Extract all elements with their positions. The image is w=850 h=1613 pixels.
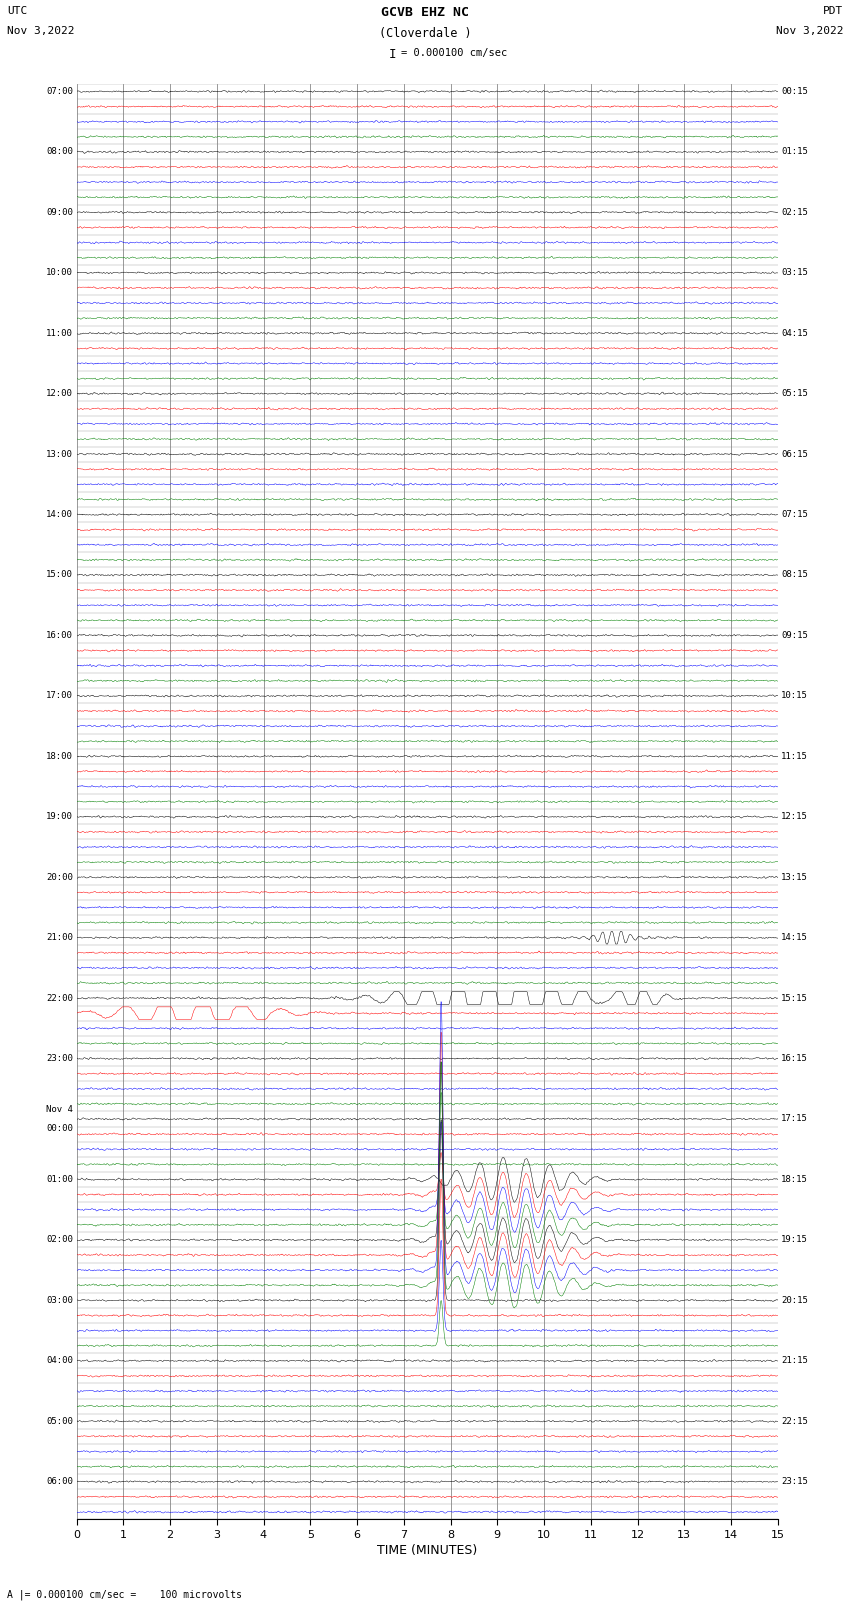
Text: 11:15: 11:15 [781,752,808,761]
Text: 06:00: 06:00 [46,1478,73,1486]
Text: 21:00: 21:00 [46,934,73,942]
Text: 02:00: 02:00 [46,1236,73,1244]
Text: 22:00: 22:00 [46,994,73,1003]
Text: 03:15: 03:15 [781,268,808,277]
Text: 15:15: 15:15 [781,994,808,1003]
Text: 16:15: 16:15 [781,1053,808,1063]
Text: 10:15: 10:15 [781,692,808,700]
Text: 04:00: 04:00 [46,1357,73,1365]
Text: 08:15: 08:15 [781,571,808,579]
Text: 06:15: 06:15 [781,450,808,458]
Text: 17:15: 17:15 [781,1115,808,1124]
Text: 21:15: 21:15 [781,1357,808,1365]
Text: UTC: UTC [7,6,27,16]
Text: 01:15: 01:15 [781,147,808,156]
Text: 09:00: 09:00 [46,208,73,216]
Text: 20:00: 20:00 [46,873,73,882]
Text: 02:15: 02:15 [781,208,808,216]
Text: 05:00: 05:00 [46,1416,73,1426]
Text: 00:15: 00:15 [781,87,808,95]
Text: 07:00: 07:00 [46,87,73,95]
Text: Nov 4: Nov 4 [46,1105,73,1115]
Text: 08:00: 08:00 [46,147,73,156]
Text: 18:15: 18:15 [781,1174,808,1184]
Text: = 0.000100 cm/sec: = 0.000100 cm/sec [401,48,507,58]
Text: 16:00: 16:00 [46,631,73,640]
Text: Nov 3,2022: Nov 3,2022 [776,26,843,35]
Text: 10:00: 10:00 [46,268,73,277]
Text: 12:15: 12:15 [781,813,808,821]
Text: 22:15: 22:15 [781,1416,808,1426]
Text: 07:15: 07:15 [781,510,808,519]
Text: 23:15: 23:15 [781,1478,808,1486]
Text: 19:00: 19:00 [46,813,73,821]
Text: Nov 3,2022: Nov 3,2022 [7,26,74,35]
Text: 04:15: 04:15 [781,329,808,337]
Text: 14:00: 14:00 [46,510,73,519]
Text: 12:00: 12:00 [46,389,73,398]
Text: 05:15: 05:15 [781,389,808,398]
Text: PDT: PDT [823,6,843,16]
Text: 18:00: 18:00 [46,752,73,761]
Text: 17:00: 17:00 [46,692,73,700]
Text: 23:00: 23:00 [46,1053,73,1063]
Text: 15:00: 15:00 [46,571,73,579]
Text: 14:15: 14:15 [781,934,808,942]
Text: 01:00: 01:00 [46,1174,73,1184]
Text: 03:00: 03:00 [46,1295,73,1305]
Text: A |= 0.000100 cm/sec =    100 microvolts: A |= 0.000100 cm/sec = 100 microvolts [7,1589,241,1600]
Text: 11:00: 11:00 [46,329,73,337]
Text: (Cloverdale ): (Cloverdale ) [379,27,471,40]
Text: 20:15: 20:15 [781,1295,808,1305]
Text: 13:00: 13:00 [46,450,73,458]
X-axis label: TIME (MINUTES): TIME (MINUTES) [377,1544,477,1557]
Text: 13:15: 13:15 [781,873,808,882]
Text: 00:00: 00:00 [46,1124,73,1132]
Text: 19:15: 19:15 [781,1236,808,1244]
Text: I: I [389,48,396,61]
Text: GCVB EHZ NC: GCVB EHZ NC [381,6,469,19]
Text: 09:15: 09:15 [781,631,808,640]
